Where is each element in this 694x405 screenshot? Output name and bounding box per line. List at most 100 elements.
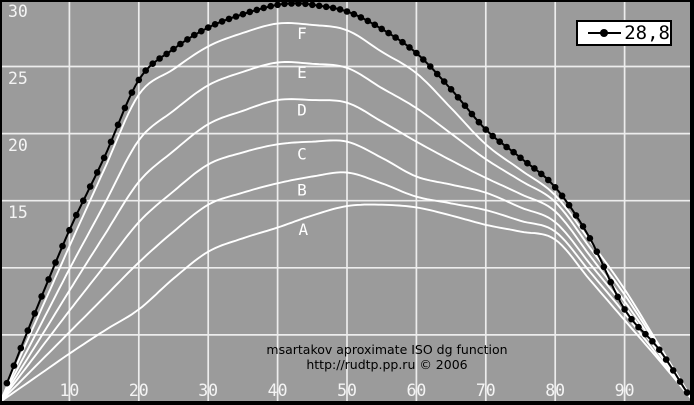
measured-series-dot	[649, 338, 656, 345]
measured-series-dot	[163, 50, 170, 58]
measured-series-dot	[253, 6, 261, 14]
measured-series-dot	[135, 76, 143, 84]
chart-footnote: msartakov aproximate ISO dg function htt…	[197, 342, 577, 372]
measured-series-dot	[357, 14, 365, 21]
measured-series-dot	[322, 3, 330, 11]
measured-series-dot	[218, 18, 226, 25]
x-tick-label: 40	[268, 381, 288, 400]
measured-series-dot	[315, 2, 323, 10]
measured-series-dot	[572, 212, 580, 219]
measured-series-dot	[614, 293, 621, 301]
measured-series-dot	[565, 201, 573, 209]
measured-series-dot	[350, 10, 358, 18]
measured-series-dot	[364, 17, 372, 25]
curve-E-path	[0, 61, 694, 403]
measured-series-dot	[628, 315, 635, 323]
y-tick-label: 25	[8, 69, 28, 88]
measured-series-dot	[510, 148, 517, 156]
footnote-line2: http://rudtp.pp.ru © 2006	[306, 356, 468, 372]
border-right	[690, 0, 694, 405]
curve-D-path	[0, 98, 694, 403]
x-tick-label: 20	[129, 381, 149, 400]
border-bottom	[0, 401, 694, 405]
measured-series-dot	[274, 1, 281, 9]
measured-series-dot	[683, 389, 691, 396]
measured-series-dot	[211, 21, 219, 28]
measured-series-dot	[17, 344, 25, 352]
measured-series-dot	[371, 21, 379, 29]
measured-series-dot	[468, 110, 476, 118]
measured-series-dot	[184, 36, 191, 43]
measured-series-dot	[461, 102, 469, 109]
y-tick-label: 20	[8, 136, 28, 155]
measured-series-dot	[489, 132, 497, 140]
measured-series-dot	[45, 276, 52, 283]
measured-series-dot	[607, 278, 614, 286]
measured-series-dot	[309, 1, 316, 9]
measured-series-dot	[420, 56, 427, 63]
measured-series-dot	[225, 15, 233, 23]
measured-series-dot	[10, 362, 18, 370]
y-tick-label: 15	[8, 203, 28, 222]
measured-series-dot	[336, 6, 344, 13]
measured-series-dot	[59, 242, 66, 250]
y-tick-label: 30	[8, 2, 28, 21]
measured-series-dot	[281, 0, 288, 8]
measured-series-dot	[170, 45, 177, 53]
measured-series-dot	[66, 226, 73, 234]
measured-series-dot	[440, 78, 448, 85]
measured-series-dot	[142, 67, 149, 74]
measured-series-dot	[385, 29, 392, 37]
legend-line-dot-icon	[588, 29, 621, 37]
measured-series-dot	[482, 126, 490, 133]
measured-series-dot	[232, 13, 240, 20]
curve-label-A: A	[298, 220, 308, 239]
measured-series-dot	[343, 8, 351, 15]
measured-series-dot	[378, 25, 386, 33]
measured-series-dot	[593, 248, 601, 255]
measured-series-dot	[447, 86, 455, 93]
measured-series-dot	[156, 55, 163, 62]
border-left	[0, 0, 2, 405]
measured-series-dot	[80, 197, 87, 204]
measured-series-dot	[3, 379, 11, 387]
curve-label-D: D	[297, 100, 307, 119]
measured-series-dot	[128, 89, 136, 96]
measured-series-dot	[121, 104, 129, 112]
measured-series-dot	[86, 183, 94, 190]
curve-label-C: C	[297, 145, 307, 164]
measured-series-dot	[558, 192, 566, 200]
legend-box: 28,8	[576, 20, 672, 46]
measured-series-dot	[517, 154, 524, 162]
measured-series-dot	[246, 8, 254, 16]
measured-series-dot	[191, 31, 198, 39]
x-tick-label: 30	[198, 381, 218, 400]
measured-series-dot	[329, 4, 337, 12]
x-tick-label: 80	[545, 381, 565, 400]
measured-series-dot	[531, 165, 538, 172]
measured-series-dot	[114, 121, 122, 129]
measured-series-dot	[107, 138, 115, 146]
measured-series-dot	[551, 184, 559, 191]
measured-series-dot	[656, 346, 663, 354]
curve-A-path	[0, 203, 694, 403]
measured-series-dot	[538, 170, 545, 178]
measured-series-dot	[52, 259, 59, 266]
measured-series-dot	[579, 223, 587, 230]
measured-series-dot	[198, 27, 205, 35]
measured-series-dot	[676, 378, 684, 385]
x-tick-label: 60	[406, 381, 426, 400]
curve-label-E: E	[297, 63, 307, 82]
measured-series-dot	[635, 323, 642, 331]
curve-label-F: F	[297, 24, 307, 43]
measured-series-dot	[149, 60, 156, 67]
measured-series-dot	[621, 306, 628, 313]
measured-series-dot	[100, 154, 108, 162]
measured-series-dot	[399, 38, 406, 46]
measured-series-dot	[302, 0, 309, 8]
measured-series-dot	[392, 34, 399, 41]
measured-series-dot	[93, 169, 101, 176]
measured-series-dot	[545, 176, 552, 184]
measured-series-dot	[413, 49, 420, 57]
